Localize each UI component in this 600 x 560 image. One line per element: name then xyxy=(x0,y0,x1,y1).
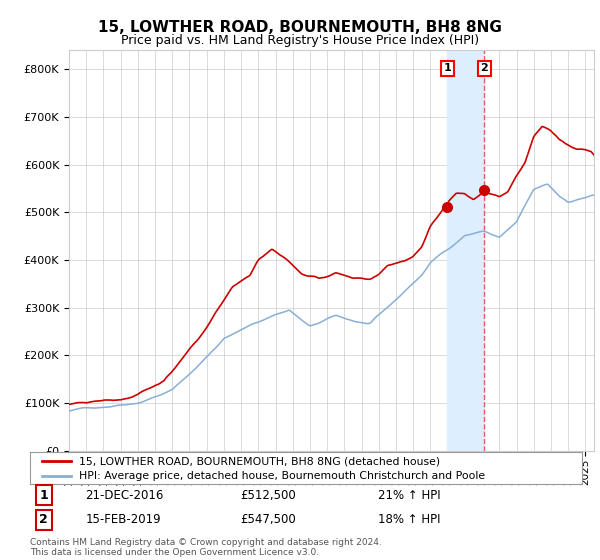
Text: 1: 1 xyxy=(40,489,48,502)
Text: 15-FEB-2019: 15-FEB-2019 xyxy=(85,513,161,526)
Text: £547,500: £547,500 xyxy=(240,513,296,526)
Text: 18% ↑ HPI: 18% ↑ HPI xyxy=(378,513,440,526)
Text: HPI: Average price, detached house, Bournemouth Christchurch and Poole: HPI: Average price, detached house, Bour… xyxy=(79,472,485,481)
Text: Price paid vs. HM Land Registry's House Price Index (HPI): Price paid vs. HM Land Registry's House … xyxy=(121,34,479,46)
Text: Contains HM Land Registry data © Crown copyright and database right 2024.
This d: Contains HM Land Registry data © Crown c… xyxy=(30,538,382,557)
Text: 2: 2 xyxy=(481,63,488,73)
Text: 21% ↑ HPI: 21% ↑ HPI xyxy=(378,489,440,502)
Bar xyxy=(447,50,484,451)
Text: 15, LOWTHER ROAD, BOURNEMOUTH, BH8 8NG: 15, LOWTHER ROAD, BOURNEMOUTH, BH8 8NG xyxy=(98,20,502,35)
Text: 15, LOWTHER ROAD, BOURNEMOUTH, BH8 8NG (detached house): 15, LOWTHER ROAD, BOURNEMOUTH, BH8 8NG (… xyxy=(79,456,440,466)
Text: 21-DEC-2016: 21-DEC-2016 xyxy=(85,489,164,502)
Text: £512,500: £512,500 xyxy=(240,489,296,502)
Text: 2: 2 xyxy=(40,513,48,526)
Text: 1: 1 xyxy=(443,63,451,73)
